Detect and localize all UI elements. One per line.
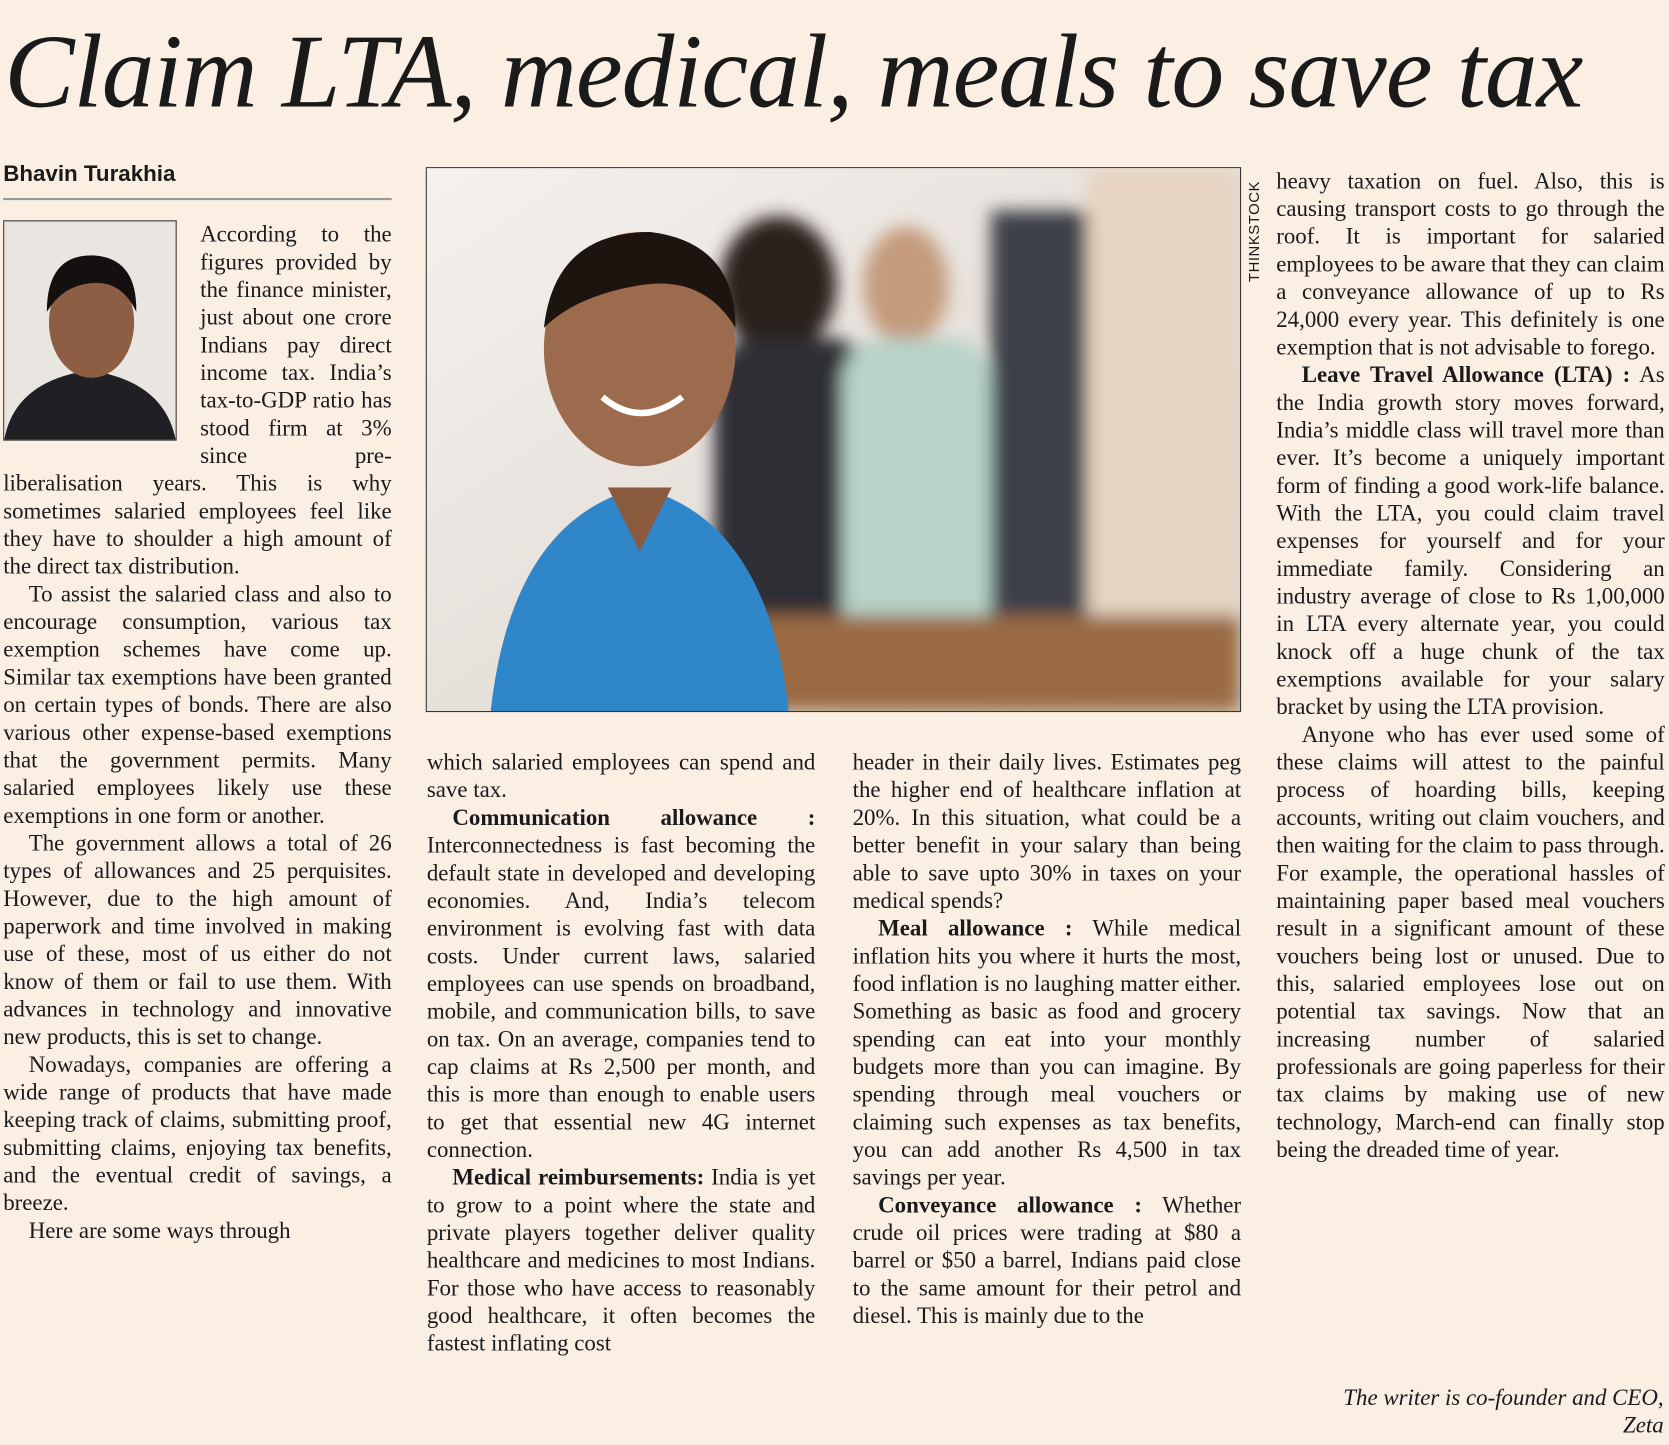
- paragraph-text: Anyone who has ever used some of these c…: [1276, 721, 1665, 1163]
- paragraph-text: India is yet to grow to a point where th…: [426, 1164, 816, 1357]
- text-column: heavy taxation on fuel. Also, this is ca…: [1276, 167, 1665, 1163]
- paragraph: Anyone who has ever used some of these c…: [1276, 721, 1665, 1164]
- author-photo: [3, 220, 177, 441]
- subhead: Meal allowance :: [878, 915, 1073, 941]
- photo-credit: THINKSTOCK: [1245, 180, 1263, 283]
- paragraph: According to the figures provided by the…: [3, 220, 392, 580]
- paragraph-text: As the India growth story moves forward,…: [1276, 361, 1665, 720]
- paragraph-text: The government allows a total of 26 type…: [3, 830, 392, 1050]
- byline: Bhavin Turakhia: [3, 162, 392, 201]
- paragraph: The government allows a total of 26 type…: [3, 829, 392, 1050]
- subhead: Leave Travel Allowance (LTA) :: [1301, 361, 1631, 388]
- paragraph: which salaried employees can spend and s…: [427, 748, 816, 803]
- paragraph: Communication allowance : Interconnected…: [427, 804, 816, 1164]
- paragraph-text: While medical inflation hits you where i…: [852, 915, 1242, 1190]
- paragraph: Here are some ways through: [3, 1217, 392, 1245]
- paragraph-text: Whether crude oil prices were trading at…: [852, 1192, 1242, 1329]
- text-column: According to the figures provided by the…: [3, 220, 392, 1244]
- text-column: which salaried employees can spend and s…: [427, 748, 816, 1357]
- paragraph: Medical reimbursements: India is yet to …: [427, 1163, 816, 1357]
- subhead: Communication allowance :: [452, 804, 816, 831]
- paragraph-text: According to the figures provided by the…: [3, 221, 392, 580]
- paragraph: Meal allowance : While medical inflation…: [853, 914, 1242, 1191]
- paragraph-text: header in their daily lives. Estimates p…: [852, 749, 1242, 914]
- paragraph-text: Interconnectedness is fast becoming the …: [426, 832, 816, 1163]
- paragraph-text: To assist the salaried class and also to…: [3, 581, 392, 829]
- subhead: Conveyance allowance :: [878, 1192, 1143, 1218]
- paragraph-text: Here are some ways through: [28, 1217, 291, 1244]
- article-photo: [425, 167, 1242, 713]
- paragraph: To assist the salaried class and also to…: [3, 580, 392, 829]
- paragraph-text: Nowadays, companies are offering a wide …: [3, 1051, 392, 1216]
- paragraph: heavy taxation on fuel. Also, this is ca…: [1276, 167, 1665, 361]
- photo-art: [426, 168, 1241, 712]
- subhead: Medical reimbursements:: [452, 1164, 705, 1190]
- signature: The writer is co-founder and CEO, Zeta: [1343, 1384, 1664, 1439]
- headline: Claim LTA, medical, meals to save tax: [4, 13, 1583, 130]
- paragraph: header in their daily lives. Estimates p…: [853, 748, 1242, 914]
- paragraph-text: which salaried employees can spend and s…: [426, 749, 816, 803]
- paragraph: Conveyance allowance : Whether crude oil…: [853, 1191, 1242, 1329]
- paragraph: Leave Travel Allowance (LTA) : As the In…: [1276, 361, 1665, 721]
- author-art: [4, 221, 176, 440]
- paragraph-text: heavy taxation on fuel. Also, this is ca…: [1276, 168, 1665, 360]
- text-column: header in their daily lives. Estimates p…: [853, 748, 1242, 1329]
- paragraph: Nowadays, companies are offering a wide …: [3, 1051, 392, 1217]
